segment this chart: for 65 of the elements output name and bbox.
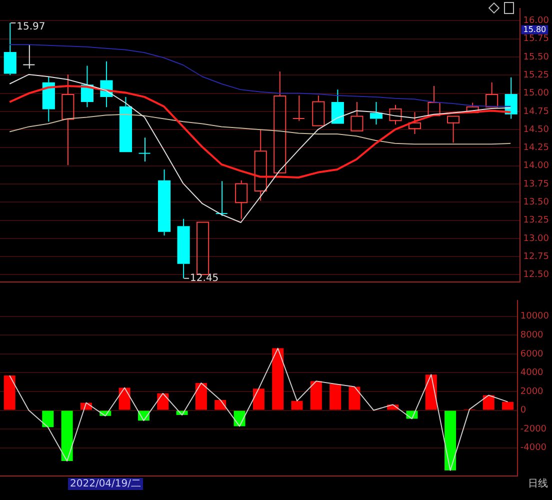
y-tick-label: 6000	[520, 349, 544, 360]
y-tick-label: 2000	[520, 386, 544, 397]
y-tick-label: 10000	[520, 312, 550, 322]
candlestick	[235, 180, 248, 220]
bar	[118, 388, 130, 410]
bar	[502, 402, 514, 410]
y-tick-label: 13.00	[523, 234, 550, 244]
y-tick-label: 0	[520, 406, 526, 416]
annotation: 12.45	[190, 272, 219, 284]
y-tick-label: 12.75	[523, 252, 549, 262]
y-tick-label: 15.25	[523, 70, 549, 81]
y-tick-label: 15.75	[523, 34, 549, 44]
y-tick-label: 14.00	[523, 161, 550, 172]
y-tick-label: -2000	[520, 424, 547, 434]
y-tick-label: 16.00	[523, 16, 550, 26]
candlestick	[215, 180, 228, 216]
bar	[4, 376, 16, 410]
candlestick	[254, 129, 267, 202]
candlestick	[486, 82, 498, 108]
candlestick	[138, 137, 151, 162]
annotation: 15.97	[16, 22, 46, 33]
bar	[252, 388, 264, 410]
bar	[291, 400, 303, 410]
y-tick-label: 13.75	[523, 179, 549, 190]
candlestick	[370, 102, 383, 126]
candlestick	[504, 76, 518, 120]
y-tick-label: 14.75	[523, 106, 549, 117]
text: 日线	[528, 478, 548, 490]
bar	[195, 383, 207, 410]
y-tick-label: -4000	[520, 443, 547, 454]
bar	[42, 410, 54, 428]
bar	[348, 386, 360, 410]
y-tick-label: 8000	[520, 330, 544, 340]
candlestick	[312, 94, 325, 126]
candlestick	[331, 89, 344, 124]
y-tick-label: 15.00	[523, 88, 550, 99]
y-tick-label: 14.50	[523, 124, 550, 135]
bar	[444, 410, 456, 470]
candlestick	[292, 94, 305, 122]
text: 2022/04/19/二	[70, 478, 142, 490]
bar	[330, 384, 342, 410]
candlestick	[408, 112, 422, 134]
y-tick-label: 4000	[520, 368, 544, 378]
candlestick	[42, 76, 55, 122]
y-tick-label: 13.25	[523, 216, 549, 226]
candlestick	[4, 22, 16, 76]
bar	[61, 410, 73, 461]
bar	[272, 348, 284, 410]
bar	[214, 400, 226, 410]
y-tick-label: 12.50	[523, 270, 550, 280]
candlestick	[158, 169, 171, 236]
bar	[157, 393, 169, 410]
candlestick	[22, 44, 36, 70]
y-tick-label: 13.50	[523, 198, 550, 208]
candlestick	[119, 96, 132, 152]
y-tick-label: 15.50	[523, 52, 550, 62]
candlestick	[447, 116, 460, 144]
bar	[482, 395, 494, 410]
y-tick-label: 14.25	[523, 143, 549, 154]
candlestick	[62, 74, 74, 166]
text: 15.80	[523, 24, 546, 34]
candlestick	[177, 218, 190, 279]
candlestick	[274, 71, 286, 174]
candlestick	[350, 102, 364, 132]
bar	[310, 381, 322, 410]
